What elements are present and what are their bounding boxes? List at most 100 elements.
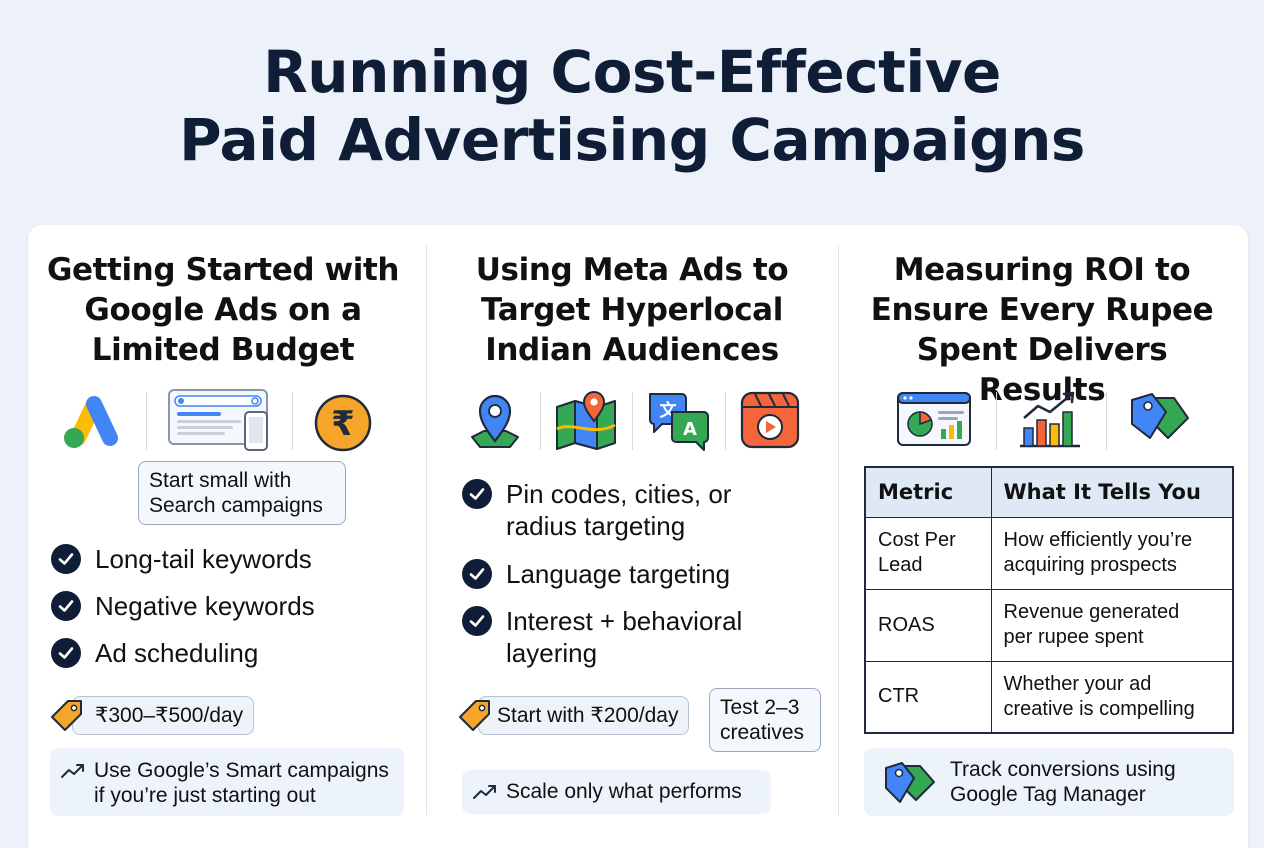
- table-row: CTR Whether your ad creative is compelli…: [864, 660, 1234, 734]
- cell-line: CTR: [878, 685, 920, 708]
- checklist-item-label: Interest + behavioral layering: [506, 605, 742, 669]
- title-line: Ensure Every Rupee: [870, 292, 1214, 328]
- column-divider: [838, 245, 839, 815]
- cell-line: Lead: [878, 554, 923, 576]
- callout-line: creatives: [720, 721, 805, 744]
- checklist-item: Negative keywords: [51, 590, 315, 622]
- meaning-cell: Whether your ad creative is compelling: [990, 660, 1234, 734]
- checklist-item-label: Pin codes, cities, or radius targeting: [506, 478, 731, 542]
- tags-icon: [1131, 393, 1189, 439]
- page-title: Running Cost-Effective Paid Advertising …: [0, 38, 1264, 174]
- tip-line: Scale only what performs: [506, 780, 742, 803]
- tag-manager-tip: Track conversions using Google Tag Manag…: [864, 748, 1234, 816]
- svg-text:A: A: [683, 419, 697, 440]
- icon-separator: [146, 392, 147, 450]
- check-icon: [462, 606, 492, 636]
- cell-line: Cost Per: [878, 529, 956, 551]
- cell-line: creative is compelling: [1003, 697, 1195, 720]
- checklist-item-label: Negative keywords: [95, 591, 315, 621]
- metric-cell: CTR: [864, 660, 992, 734]
- icon-separator: [292, 392, 293, 450]
- cell-line: ROAS: [878, 613, 935, 636]
- table-header-row: Metric What It Tells You: [864, 466, 1234, 518]
- callout-line: Start small with: [149, 469, 292, 492]
- tip-line: Track conversions using: [950, 758, 1176, 781]
- callout-line: Test 2–3: [720, 696, 800, 719]
- budget-pill: Start with ₹200/day: [478, 696, 690, 735]
- cell-line: Whether your ad: [1003, 672, 1152, 695]
- tip-line: if you’re just starting out: [94, 784, 316, 807]
- budget-label: ₹300–₹500/day: [95, 704, 244, 727]
- meaning-cell: How efficiently you’re acquiring prospec…: [990, 516, 1234, 590]
- title-line: Indian Audiences: [485, 332, 779, 368]
- checklist-item-label: Ad scheduling: [95, 638, 259, 668]
- title-line: Google Ads on a: [84, 292, 362, 328]
- checklist-item-label: Long-tail keywords: [95, 544, 312, 574]
- checklist-item-label: Language targeting: [506, 559, 731, 589]
- scale-tip: Scale only what performs: [462, 770, 771, 814]
- callout-line: Search campaigns: [149, 494, 323, 517]
- icon-separator: [632, 392, 633, 450]
- metric-cell: ROAS: [864, 588, 992, 662]
- title-line: Target Hyperlocal: [481, 292, 783, 328]
- google-ads-icon: [64, 396, 118, 448]
- column-divider: [426, 245, 427, 815]
- checklist-item: Pin codes, cities, or radius targeting: [462, 478, 731, 542]
- icon-separator: [725, 392, 726, 450]
- start-small-callout: Start small with Search campaigns: [138, 461, 346, 525]
- trend-up-icon: [61, 764, 84, 778]
- checklist-item: Ad scheduling: [51, 637, 258, 669]
- meta-ads-column-title: Using Meta Ads to Target Hyperlocal Indi…: [446, 250, 818, 370]
- page-title-line-2: Paid Advertising Campaigns: [179, 106, 1085, 174]
- analytics-dashboard-icon: [897, 392, 971, 446]
- title-line: Getting Started with: [46, 252, 400, 288]
- table-row: ROAS Revenue generated per rupee spent: [864, 588, 1234, 662]
- price-tag-icon: [459, 700, 490, 731]
- trend-up-icon: [473, 785, 496, 799]
- icon-separator: [1106, 392, 1107, 450]
- tip-line: Google Tag Manager: [950, 783, 1146, 806]
- cell-line: acquiring prospects: [1003, 554, 1177, 576]
- table-row: Cost Per Lead How efficiently you’re acq…: [864, 516, 1234, 590]
- checklist-line: Interest + behavioral: [506, 606, 743, 636]
- translate-icon: 文 A: [649, 393, 709, 451]
- roi-column-title: Measuring ROI to Ensure Every Rupee Spen…: [854, 250, 1230, 410]
- title-line: Spent Delivers Results: [916, 332, 1168, 408]
- tip-line: Use Google’s Smart campaigns: [94, 759, 389, 782]
- smart-campaigns-tip: Use Google’s Smart campaigns if you’re j…: [50, 748, 404, 816]
- cell-line: Revenue generated: [1003, 601, 1180, 623]
- checklist-line: layering: [506, 638, 598, 668]
- title-line: Using Meta Ads to: [475, 252, 789, 288]
- budget-pill: ₹300–₹500/day: [72, 696, 255, 735]
- svg-text:₹: ₹: [331, 404, 355, 444]
- check-icon: [51, 638, 81, 668]
- cell-line: per rupee spent: [1003, 626, 1144, 648]
- rupee-coin-icon: ₹: [314, 394, 372, 452]
- budget-label: Start with ₹200/day: [497, 704, 679, 727]
- tags-icon: [885, 762, 935, 803]
- checklist-line: Pin codes, cities, or: [506, 479, 732, 509]
- metrics-table: Metric What It Tells You Cost Per Lead H…: [864, 466, 1234, 734]
- check-icon: [51, 591, 81, 621]
- column-header-metric: Metric: [864, 466, 992, 518]
- test-creatives-callout: Test 2–3 creatives: [709, 688, 821, 752]
- checklist-line: radius targeting: [506, 511, 686, 541]
- check-icon: [51, 544, 81, 574]
- location-pin-icon: [471, 394, 519, 448]
- title-line: Limited Budget: [91, 332, 355, 368]
- search-ad-preview-icon: [168, 389, 268, 451]
- checklist-item: Interest + behavioral layering: [462, 605, 742, 669]
- metric-cell: Cost Per Lead: [864, 516, 992, 590]
- map-icon: [556, 391, 616, 450]
- meaning-cell: Revenue generated per rupee spent: [990, 588, 1234, 662]
- checklist-item: Language targeting: [462, 558, 730, 590]
- column-header-meaning: What It Tells You: [990, 466, 1234, 518]
- check-icon: [462, 559, 492, 589]
- checklist-item: Long-tail keywords: [51, 543, 312, 575]
- icon-separator: [996, 392, 997, 450]
- check-icon: [462, 479, 492, 509]
- growth-chart-icon: [1020, 391, 1080, 448]
- video-ad-icon: [740, 391, 800, 449]
- page-title-line-1: Running Cost-Effective: [263, 38, 1001, 106]
- icon-separator: [540, 392, 541, 450]
